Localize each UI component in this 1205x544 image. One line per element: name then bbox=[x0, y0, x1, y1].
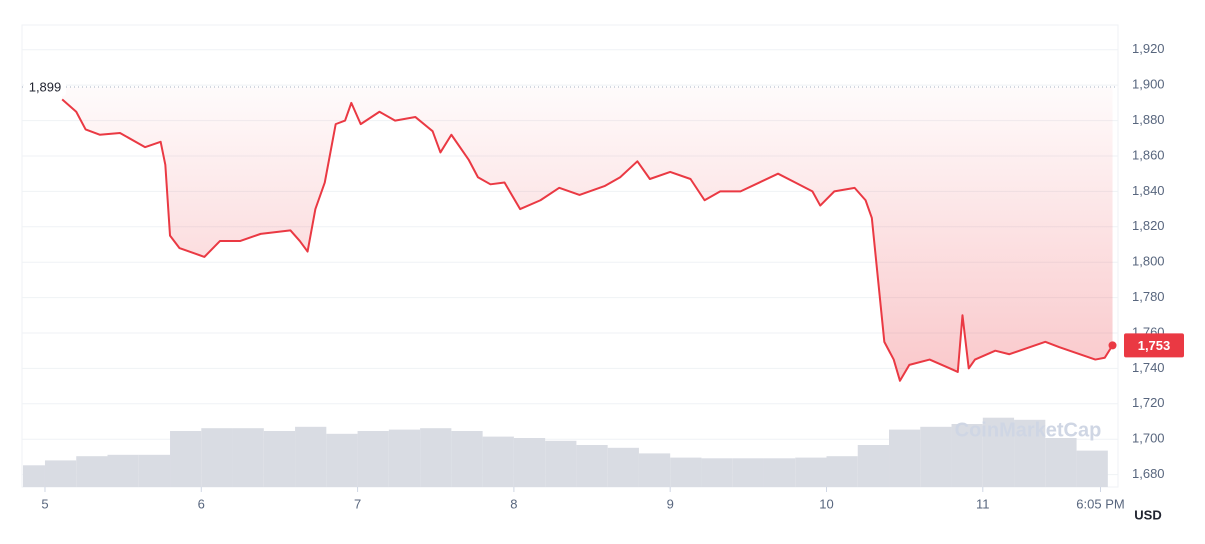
volume-bar bbox=[670, 457, 702, 487]
x-tick-label: 5 bbox=[41, 496, 48, 511]
x-tick-label: 8 bbox=[510, 496, 517, 511]
volume-bar bbox=[357, 431, 389, 487]
volume-bar bbox=[763, 458, 796, 487]
volume-bar bbox=[545, 440, 577, 487]
volume-bar bbox=[44, 460, 77, 487]
x-tick-label: 7 bbox=[354, 496, 361, 511]
y-tick-label: 1,900 bbox=[1132, 77, 1165, 92]
volume-bar bbox=[1076, 450, 1108, 487]
volume-bar bbox=[138, 454, 171, 487]
x-tick-label: 9 bbox=[667, 496, 674, 511]
price-line bbox=[61, 98, 1114, 382]
volume-bar bbox=[1045, 438, 1077, 487]
volume-bar bbox=[420, 428, 452, 487]
volume-bar bbox=[201, 428, 233, 487]
volume-bar bbox=[607, 447, 639, 487]
x-tick-label: 6:05 PM bbox=[1076, 496, 1124, 511]
y-tick-label: 1,740 bbox=[1132, 360, 1165, 375]
volume-bar bbox=[388, 429, 421, 487]
volume-bar bbox=[107, 454, 139, 487]
volume-bar bbox=[451, 431, 483, 487]
area bbox=[62, 86, 1113, 381]
y-tick-label: 1,920 bbox=[1132, 41, 1165, 56]
y-tick-label: 1,800 bbox=[1132, 254, 1165, 269]
volume-bar bbox=[982, 417, 1015, 487]
volume-bar bbox=[513, 438, 546, 487]
volume-bar bbox=[170, 431, 202, 487]
current-badge bbox=[1124, 333, 1184, 358]
y-tick-label: 1,700 bbox=[1132, 431, 1165, 446]
volume-bar bbox=[76, 456, 108, 487]
volume-bar bbox=[576, 445, 608, 487]
current-label: 1,753 bbox=[1138, 338, 1171, 353]
volume-bar bbox=[857, 445, 890, 487]
x-tick-label: 6 bbox=[198, 496, 205, 511]
volume-bar bbox=[732, 458, 764, 487]
volume-bar bbox=[889, 429, 921, 487]
y-tick-label: 1,820 bbox=[1132, 218, 1165, 233]
y-tick-label: 1,780 bbox=[1132, 289, 1165, 304]
x-tick-label: 11 bbox=[976, 496, 990, 511]
y-tick-label: 1,720 bbox=[1132, 395, 1165, 410]
volume-bar bbox=[232, 428, 264, 487]
x-tick-label: 10 bbox=[819, 496, 833, 511]
volume-bar bbox=[920, 426, 952, 487]
volume-bar bbox=[951, 424, 983, 487]
volume-bar bbox=[23, 465, 45, 487]
y-tick-label: 1,880 bbox=[1132, 112, 1165, 127]
y-tick-label: 1,680 bbox=[1132, 466, 1165, 481]
watermark: CoinMarketCap bbox=[955, 419, 1102, 441]
volume-bar bbox=[826, 456, 858, 487]
volume-bar bbox=[638, 453, 671, 487]
volume-bar bbox=[295, 426, 327, 487]
y-unit: USD bbox=[1134, 507, 1161, 522]
reference-label-bg bbox=[24, 77, 66, 96]
y-tick-label: 1,840 bbox=[1132, 183, 1165, 198]
volume-bar bbox=[326, 433, 358, 487]
volume-bar bbox=[263, 431, 296, 487]
volume-bar bbox=[482, 436, 514, 487]
volume-bar bbox=[795, 457, 827, 487]
reference-label: 1,899 bbox=[29, 79, 62, 94]
current-dot bbox=[1108, 341, 1117, 350]
volume-bar bbox=[701, 458, 733, 487]
y-tick-label: 1,860 bbox=[1132, 147, 1165, 162]
volume-bar bbox=[1014, 419, 1046, 487]
